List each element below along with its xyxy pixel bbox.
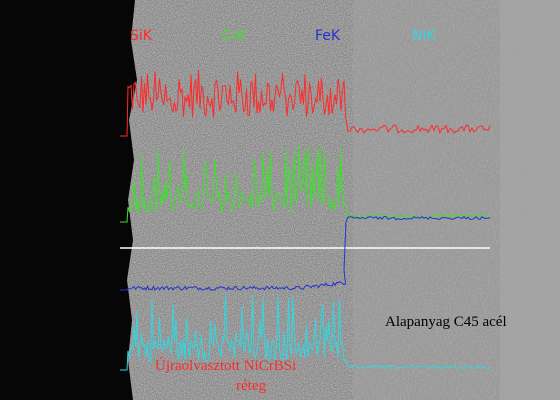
layer-label: réteg (236, 378, 266, 394)
eds-profile (120, 294, 491, 371)
edge-region (500, 0, 560, 400)
eds-profiles (120, 70, 491, 371)
eds-profile (120, 215, 491, 291)
coating-texture (125, 0, 353, 400)
layer-label: Újraolvasztott NiCrBSi (155, 357, 296, 374)
mount-resin (0, 0, 137, 400)
trace-label: FeK (315, 28, 341, 44)
trace-label: CrK (222, 28, 248, 44)
substrate-label: Alapanyag C45 acél (385, 314, 507, 330)
eds-profile (120, 70, 491, 137)
trace-label: SiK (130, 28, 153, 44)
trace-label: NiK (412, 28, 436, 44)
